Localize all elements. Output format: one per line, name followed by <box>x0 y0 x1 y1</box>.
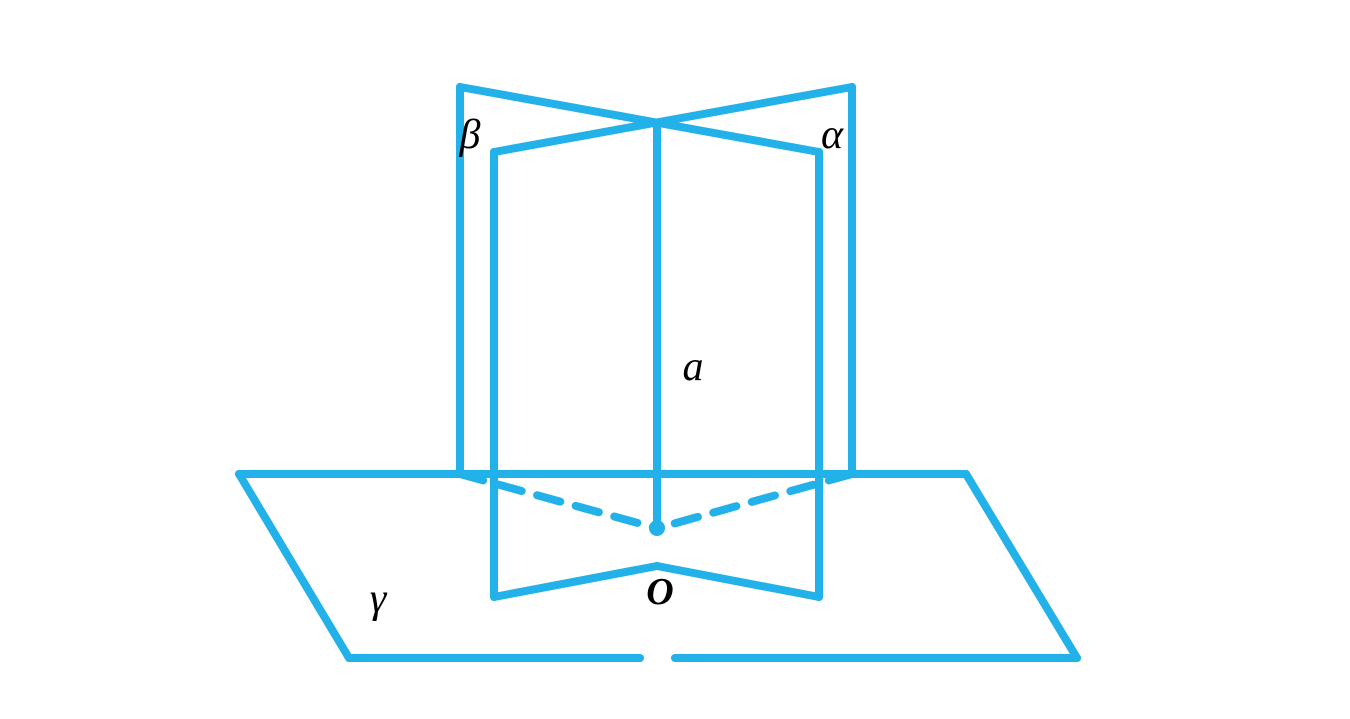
beta-front-bottom <box>657 566 819 597</box>
gamma-left <box>239 474 349 658</box>
label-beta: β <box>459 112 481 158</box>
point-O <box>649 520 665 536</box>
label-a: a <box>683 344 704 390</box>
label-gamma: γ <box>370 576 388 622</box>
alpha-top <box>494 87 852 152</box>
beta-top <box>460 87 819 152</box>
label-O: O <box>646 571 673 613</box>
label-alpha: α <box>821 112 844 158</box>
gamma-right <box>966 474 1077 658</box>
beta-hidden-to-O <box>460 474 656 528</box>
alpha-front-bottom <box>494 566 657 597</box>
